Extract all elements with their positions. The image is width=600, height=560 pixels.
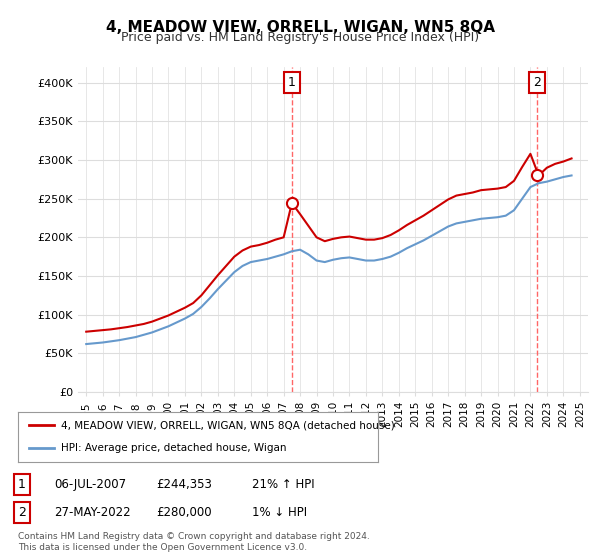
Text: 1% ↓ HPI: 1% ↓ HPI <box>252 506 307 519</box>
Text: 4, MEADOW VIEW, ORRELL, WIGAN, WN5 8QA: 4, MEADOW VIEW, ORRELL, WIGAN, WN5 8QA <box>106 20 494 35</box>
Text: Contains HM Land Registry data © Crown copyright and database right 2024.
This d: Contains HM Land Registry data © Crown c… <box>18 532 370 552</box>
Text: 1: 1 <box>288 76 296 89</box>
Text: 21% ↑ HPI: 21% ↑ HPI <box>252 478 314 491</box>
Text: 27-MAY-2022: 27-MAY-2022 <box>54 506 131 519</box>
Text: 06-JUL-2007: 06-JUL-2007 <box>54 478 126 491</box>
Text: 2: 2 <box>18 506 26 519</box>
Text: 4, MEADOW VIEW, ORRELL, WIGAN, WN5 8QA (detached house): 4, MEADOW VIEW, ORRELL, WIGAN, WN5 8QA (… <box>61 420 395 430</box>
Text: £280,000: £280,000 <box>156 506 212 519</box>
Text: HPI: Average price, detached house, Wigan: HPI: Average price, detached house, Wiga… <box>61 444 287 454</box>
Text: 1: 1 <box>18 478 26 491</box>
Text: £244,353: £244,353 <box>156 478 212 491</box>
Text: 2: 2 <box>533 76 541 89</box>
Text: Price paid vs. HM Land Registry's House Price Index (HPI): Price paid vs. HM Land Registry's House … <box>121 31 479 44</box>
